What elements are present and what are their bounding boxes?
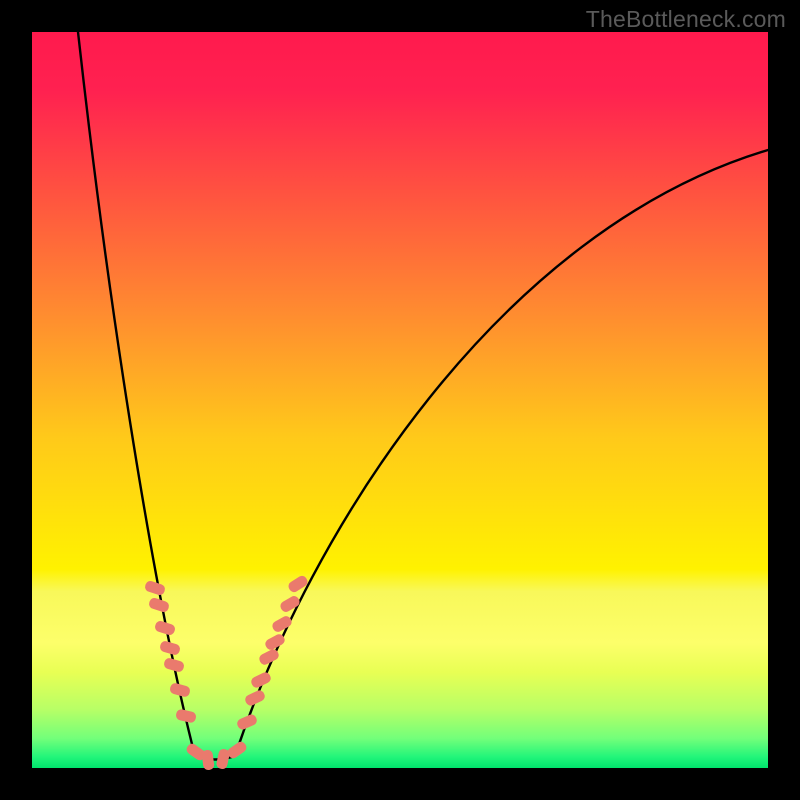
chart-svg	[0, 0, 800, 800]
plot-area	[32, 32, 768, 768]
stage: TheBottleneck.com	[0, 0, 800, 800]
watermark-text: TheBottleneck.com	[586, 6, 786, 33]
